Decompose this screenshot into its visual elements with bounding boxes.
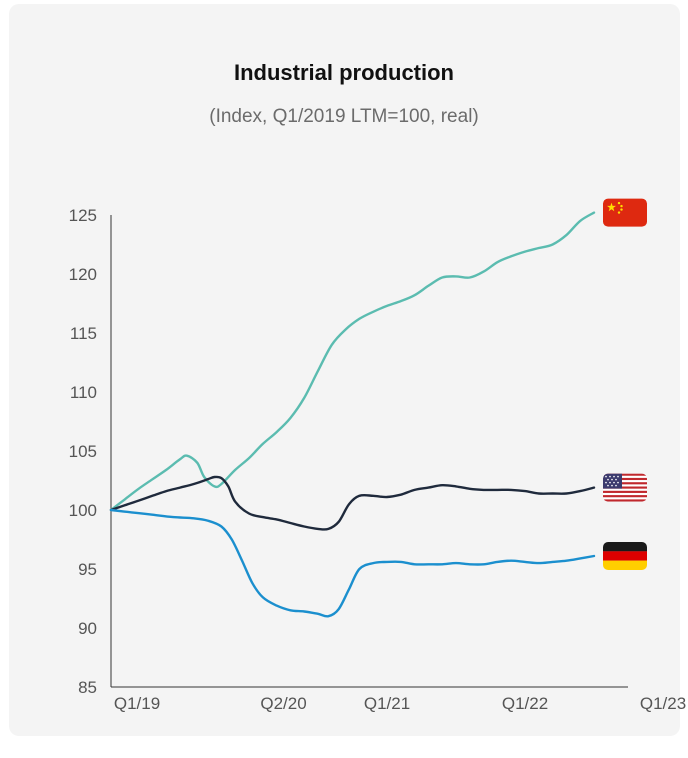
series-lines [109, 211, 596, 618]
x-tick-labels: Q1/19 Q2/20 Q1/21 Q1/22 Q1/23 [114, 694, 686, 713]
series-line-china [109, 211, 596, 512]
x-tick-label: Q1/22 [502, 694, 548, 713]
y-tick-label: 110 [70, 383, 97, 402]
x-tick-label: Q2/20 [260, 694, 306, 713]
y-tick-labels: 85 90 95 100 105 110 115 120 125 [69, 206, 97, 697]
germany-flag-icon [603, 542, 647, 570]
chart-title: Industrial production [234, 60, 454, 85]
series-line-germany [109, 508, 596, 618]
y-tick-label: 125 [69, 206, 97, 225]
china-flag-icon [603, 198, 647, 227]
chart-card [9, 4, 680, 736]
x-tick-label: Q1/21 [364, 694, 410, 713]
y-tick-label: 105 [69, 442, 97, 461]
x-tick-label: Q1/19 [114, 694, 160, 713]
y-tick-label: 100 [69, 501, 97, 520]
series-line-united-states [109, 475, 596, 531]
y-tick-label: 120 [69, 265, 97, 284]
y-tick-label: 85 [78, 678, 97, 697]
x-tick-label: Q1/23 [640, 694, 686, 713]
chart-subtitle: (Index, Q1/2019 LTM=100, real) [209, 106, 479, 127]
y-tick-label: 115 [70, 324, 97, 343]
y-tick-label: 95 [78, 560, 97, 579]
y-tick-label: 90 [78, 619, 97, 638]
us-flag-icon [603, 473, 647, 502]
